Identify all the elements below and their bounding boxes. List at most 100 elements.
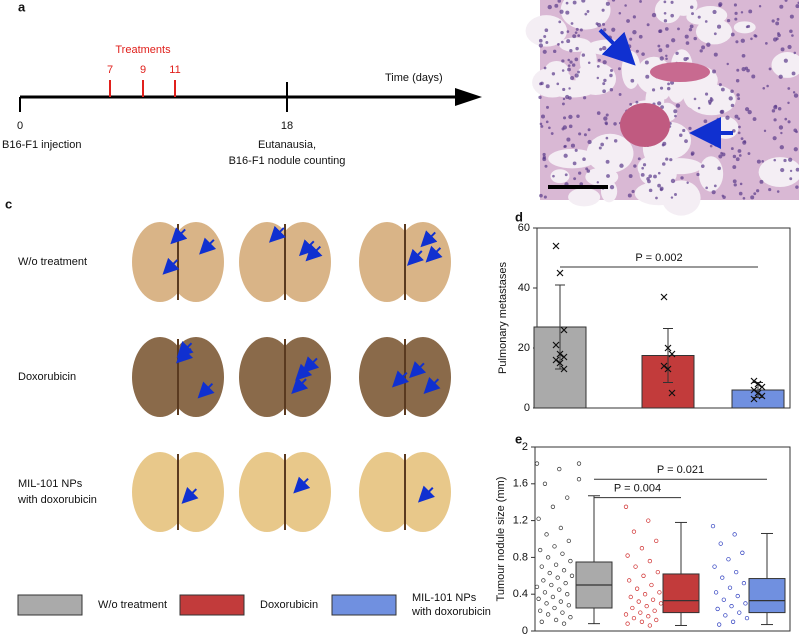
data-point [557, 587, 562, 592]
lung-photo [168, 337, 224, 417]
alveolus [655, 158, 703, 175]
data-point [657, 590, 662, 595]
nucleus [775, 21, 780, 26]
nucleus [567, 58, 571, 62]
nucleus [596, 76, 600, 80]
nucleus [577, 34, 581, 38]
nucleus [571, 63, 576, 67]
nucleus [576, 114, 580, 118]
nucleus [586, 169, 591, 173]
nucleus [557, 43, 560, 46]
nucleus [562, 97, 566, 101]
data-point [550, 594, 556, 600]
nucleus [638, 34, 643, 39]
lung-photo [395, 452, 451, 532]
data-point [552, 341, 560, 349]
arrow [425, 245, 443, 263]
nucleus [717, 166, 721, 171]
nucleus [747, 109, 752, 115]
nucleus [665, 57, 668, 60]
alveolus [733, 21, 756, 34]
nucleus [732, 154, 737, 159]
nucleus [732, 165, 737, 169]
nucleus [740, 11, 744, 14]
data-point [718, 541, 723, 546]
nucleus [547, 4, 552, 10]
nucleus [713, 184, 717, 188]
nucleus [602, 89, 606, 94]
nucleus [795, 167, 799, 172]
nucleus [704, 20, 708, 23]
data-point [723, 613, 728, 618]
nucleus [690, 5, 694, 9]
nucleus [730, 89, 734, 93]
data-point [555, 575, 560, 580]
nucleus [601, 8, 605, 12]
nucleus [599, 47, 603, 51]
data-point [631, 615, 637, 621]
arrow [423, 376, 441, 394]
nucleus [663, 0, 667, 4]
nucleus [544, 28, 549, 33]
nucleus [784, 0, 788, 2]
data-point [552, 605, 557, 611]
nucleus [787, 87, 791, 90]
nucleus [761, 160, 764, 163]
nucleus [596, 111, 601, 115]
nucleus [565, 1, 569, 5]
data-point [650, 597, 656, 602]
nucleus [578, 171, 582, 175]
nucleus [581, 0, 586, 3]
nucleus [658, 29, 663, 33]
y-tick-label: 1.2 [513, 515, 528, 527]
nucleus [686, 57, 689, 60]
nucleus [543, 195, 547, 199]
data-point [649, 582, 654, 588]
nucleus [670, 13, 674, 18]
nucleus [768, 188, 772, 192]
nucleus [605, 136, 609, 140]
nucleus [577, 70, 580, 74]
data-point [664, 344, 672, 352]
nucleus [737, 97, 741, 101]
nucleus [718, 154, 723, 159]
data-point [566, 538, 571, 543]
nucleus [539, 82, 543, 86]
nucleus [545, 120, 549, 124]
nucleus [747, 24, 751, 28]
nucleus [633, 164, 637, 168]
nucleus [735, 79, 740, 83]
day-label: 0 [17, 120, 23, 132]
nucleus [733, 3, 737, 7]
nucleus [566, 39, 571, 44]
nucleus [568, 87, 571, 90]
nucleus [792, 91, 796, 94]
nucleus [684, 139, 688, 144]
data-point [627, 578, 632, 583]
alveolus [758, 157, 799, 188]
nucleus [645, 74, 650, 79]
nucleus [598, 146, 602, 150]
nucleus [596, 181, 600, 184]
nucleus [679, 133, 683, 138]
data-point [741, 581, 747, 586]
event-label: Eutanausia, [258, 139, 316, 151]
data-point [750, 386, 758, 394]
data-point [720, 575, 725, 580]
nucleus [748, 9, 753, 14]
nucleus [675, 103, 681, 108]
data-point [534, 584, 540, 589]
nucleus [664, 27, 669, 31]
nucleus [740, 137, 744, 141]
nucleus [746, 68, 750, 73]
nucleus [754, 34, 758, 38]
y-axis-label: Pulmonary metastases [497, 262, 509, 374]
outlier [576, 477, 582, 482]
nucleus [567, 64, 571, 67]
nucleus [551, 72, 556, 76]
nucleus [780, 131, 783, 135]
nucleus [556, 82, 560, 86]
data-point [744, 615, 750, 621]
nucleus [735, 40, 739, 44]
data-point [560, 353, 568, 361]
